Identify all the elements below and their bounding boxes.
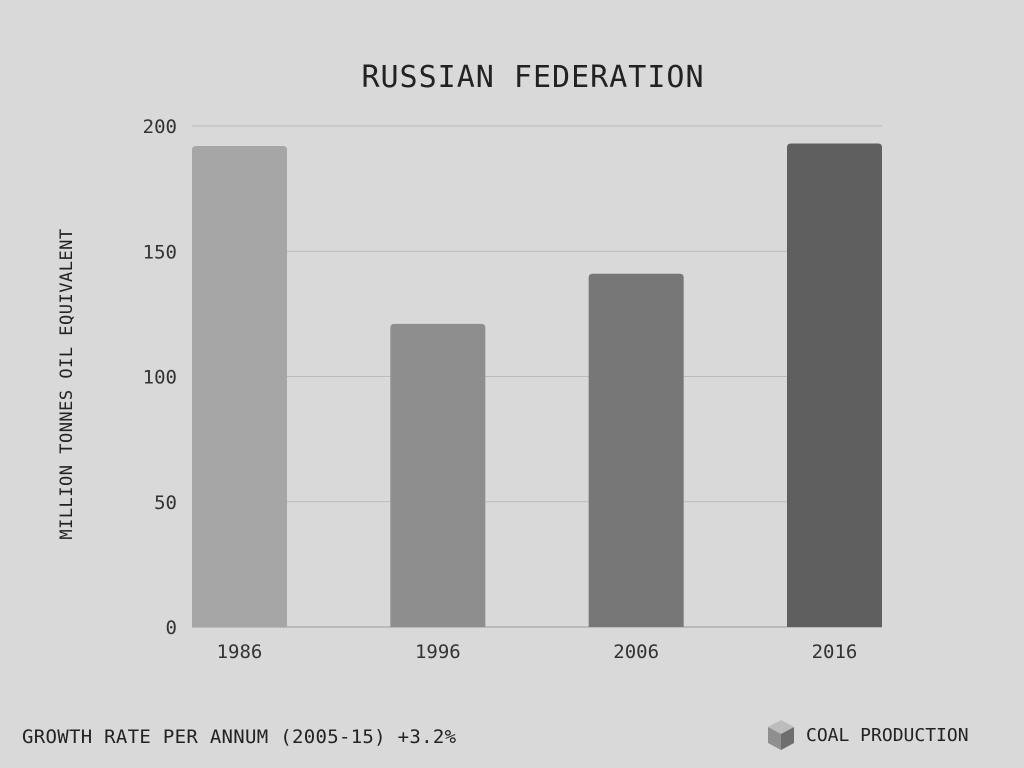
x-tick-label: 1986 <box>217 641 263 663</box>
legend-label: COAL PRODUCTION <box>806 724 969 746</box>
y-tick-labels: 0 50 100 150 200 <box>143 116 177 639</box>
bar-1996 <box>390 323 486 627</box>
y-tick-label: 0 <box>166 617 177 639</box>
gridlines <box>192 125 882 628</box>
growth-rate-text: GROWTH RATE PER ANNUM (2005-15) +3.2% <box>22 726 457 748</box>
cube-icon <box>768 720 794 750</box>
y-tick-label: 200 <box>143 116 177 138</box>
x-tick-label: 2016 <box>812 641 858 663</box>
y-tick-label: 50 <box>154 492 177 514</box>
y-tick-label: 100 <box>143 367 177 389</box>
legend: COAL PRODUCTION <box>766 718 969 752</box>
x-tick-label: 1996 <box>415 641 461 663</box>
bar-1986 <box>192 146 287 628</box>
y-axis-label: MILLION TONNES OIL EQUIVALENT <box>57 228 77 539</box>
y-tick-label: 150 <box>143 241 177 263</box>
x-tick-label: 2006 <box>613 641 659 663</box>
bars <box>192 143 882 628</box>
bar-chart: RUSSIAN FEDERATION MILLION TONNES OIL EQ… <box>57 60 882 663</box>
x-tick-labels: 1986 1996 2006 2016 <box>217 641 858 663</box>
bar-2006 <box>588 273 684 627</box>
bar-2016 <box>787 143 882 627</box>
chart-title: RUSSIAN FEDERATION <box>361 60 704 95</box>
